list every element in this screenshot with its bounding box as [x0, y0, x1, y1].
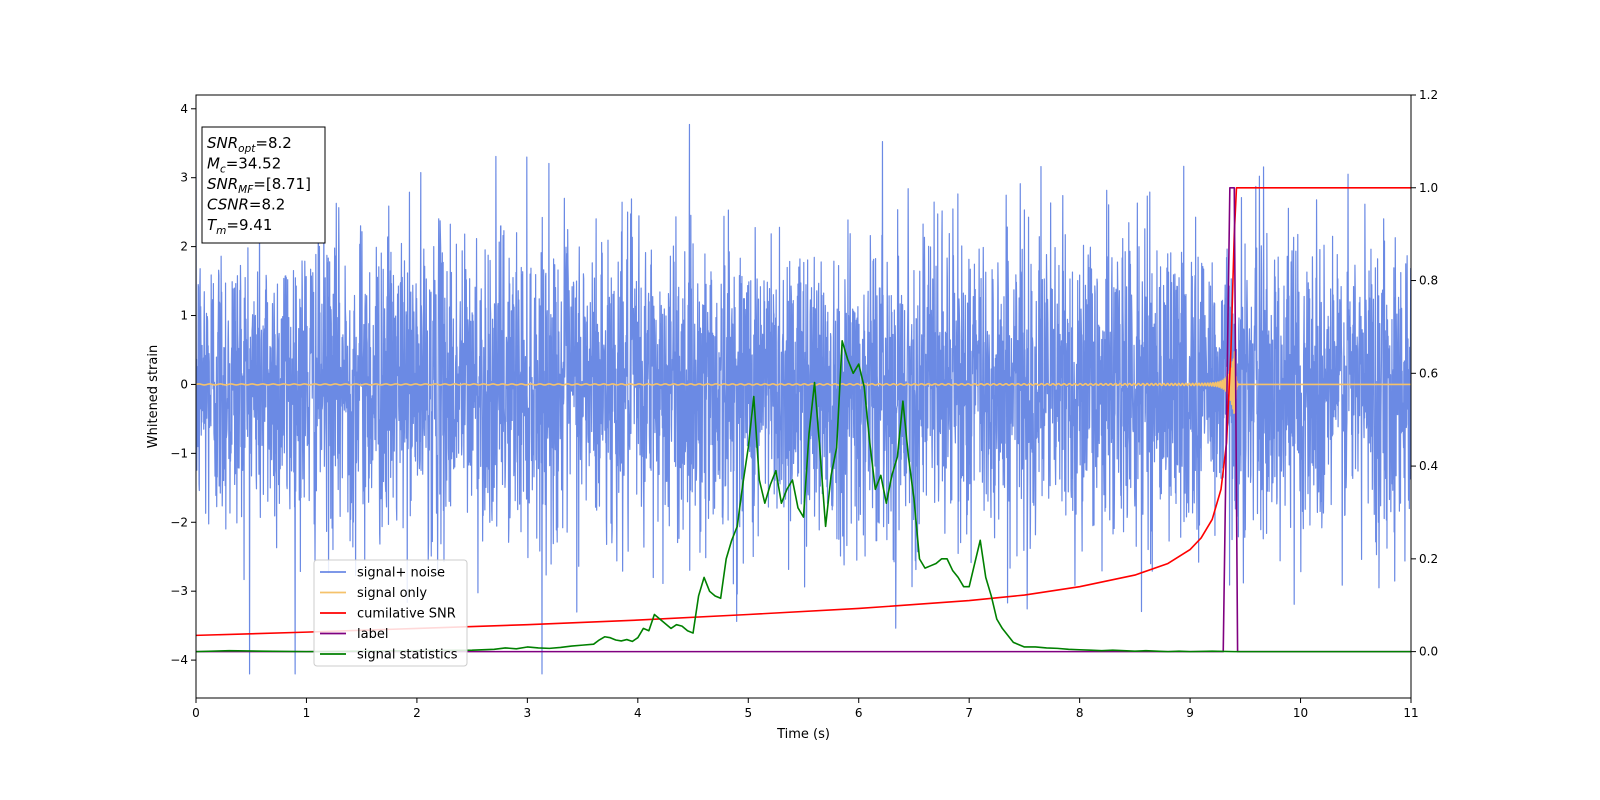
info-snr-opt-base: SNR [207, 134, 238, 152]
x-tick-label: 11 [1403, 706, 1418, 720]
legend-frame [313, 559, 468, 667]
legend: signal+ noise signal only cumilative SNR la… [313, 559, 468, 667]
info-snr-mf-base: SNR [207, 175, 238, 193]
y-left-tick-label: 4 [180, 102, 188, 116]
series-cumilative-snr-line [196, 186, 1411, 637]
series-layer [196, 123, 1411, 675]
info-mc-sub: c [220, 164, 226, 176]
y-right-tick-label: 1.0 [1419, 181, 1438, 195]
info-mc-base: M [207, 155, 220, 173]
x-tick-label: 3 [524, 706, 532, 720]
y-left-tick-label: 1 [180, 309, 188, 323]
x-tick-label: 0 [192, 706, 200, 720]
info-box-frame [201, 126, 326, 244]
x-tick-label: 5 [744, 706, 752, 720]
legend-label-signal-only: signal only [357, 586, 427, 601]
info-snr-opt: SNRopt=8.2 [207, 134, 292, 155]
legend-label-cumilative-snr: cumilative SNR [357, 607, 456, 622]
info-snr-opt-sub: opt [238, 143, 256, 155]
info-csnr-value: =8.2 [249, 196, 285, 214]
x-tick-label: 10 [1293, 706, 1308, 720]
plot-area-frame [195, 94, 1412, 699]
legend-label-signal-statistics: signal statistics [357, 648, 458, 663]
series-signal-statistics-line [196, 340, 1411, 653]
info-tm: Tm=9.41 [207, 216, 272, 237]
x-axis-label: Time (s) [776, 727, 830, 742]
info-tm-value: =9.41 [226, 216, 272, 234]
y-left-tick-label: −1 [170, 446, 188, 460]
y-left-tick-label: −4 [170, 653, 188, 667]
info-mc: Mc=34.52 [207, 155, 281, 176]
y-left-tick-label: 2 [180, 240, 188, 254]
x-tick-label: 9 [1186, 706, 1194, 720]
info-csnr-base: CSNR [207, 196, 249, 214]
info-snr-mf-value: =[8.71] [253, 175, 311, 193]
x-tick-label: 2 [413, 706, 421, 720]
info-csnr: CSNR=8.2 [207, 196, 285, 214]
x-axis: 0 1 2 3 4 5 6 7 8 9 10 11 [192, 698, 1419, 720]
x-tick-label: 6 [855, 706, 863, 720]
series-group [196, 123, 1411, 675]
info-mc-value: =34.52 [226, 155, 282, 173]
legend-items: signal+ noise signal only cumilative SNR la… [320, 566, 458, 663]
x-tick-label: 8 [1076, 706, 1084, 720]
y-right-tick-label: 0.2 [1419, 552, 1438, 566]
x-tick-label: 1 [303, 706, 311, 720]
y-axis-left: −4 −3 −2 −1 0 1 2 3 4 [170, 102, 196, 667]
y-left-tick-label: 0 [180, 377, 188, 391]
y-right-tick-label: 0.6 [1419, 366, 1438, 380]
info-snr-mf: SNRMF=[8.71] [207, 175, 311, 196]
y-right-tick-label: 0.8 [1419, 274, 1438, 288]
legend-label-label: label [357, 627, 388, 642]
info-snr-opt-value: =8.2 [255, 134, 291, 152]
y-left-tick-label: −2 [170, 515, 188, 529]
y-right-tick-label: 0.4 [1419, 459, 1438, 473]
info-tm-sub: m [216, 225, 226, 237]
y-axis-right: 0.0 0.2 0.4 0.6 0.8 1.0 1.2 [1411, 88, 1438, 659]
y-left-tick-label: −3 [170, 584, 188, 598]
y-left-tick-label: 3 [180, 171, 188, 185]
legend-label-signal-noise: signal+ noise [357, 566, 445, 581]
info-box: SNRopt=8.2 Mc=34.52 SNRMF=[8.71] CSNR=8.… [201, 126, 326, 244]
series-signal-only-line [196, 351, 1411, 415]
x-tick-label: 4 [634, 706, 642, 720]
info-snr-mf-sub: MF [238, 184, 254, 196]
x-tick-label: 7 [965, 706, 973, 720]
y-right-tick-label: 1.2 [1419, 88, 1438, 102]
info-tm-base: T [207, 216, 218, 234]
y-axis-label: Whitened strain [146, 345, 161, 448]
y-right-tick-label: 0.0 [1419, 645, 1438, 659]
